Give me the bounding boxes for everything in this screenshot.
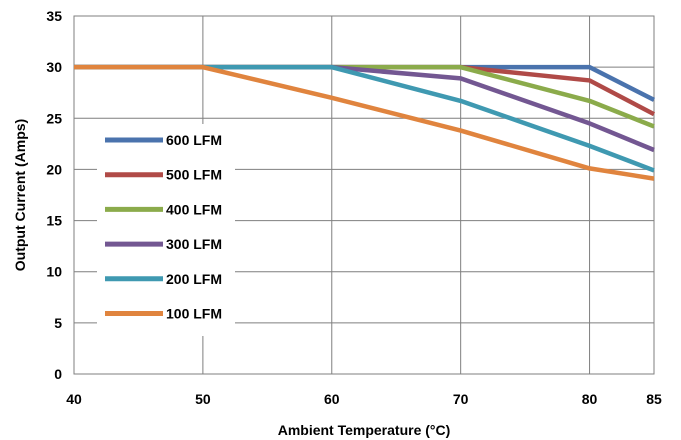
y-tick-label: 5 (54, 315, 62, 331)
y-tick-label: 15 (46, 213, 62, 229)
legend-box (97, 124, 235, 336)
legend-label: 500 LFM (166, 167, 222, 183)
x-tick-labels: 40 50 60 70 80 85 (66, 391, 662, 407)
legend-label: 200 LFM (166, 271, 222, 287)
x-tick-label: 70 (453, 391, 469, 407)
legend-label: 100 LFM (166, 306, 222, 322)
legend-label: 300 LFM (166, 236, 222, 252)
plot-area (73, 15, 655, 375)
y-tick-label: 10 (46, 264, 62, 280)
legend-label: 600 LFM (166, 132, 222, 148)
x-tick-label: 50 (195, 391, 211, 407)
y-tick-label: 25 (46, 110, 62, 126)
y-axis-title: Output Current (Amps) (12, 119, 28, 271)
series-line-100-lfm (74, 64, 655, 181)
y-tick-label: 20 (46, 161, 62, 177)
x-tick-label: 40 (66, 391, 82, 407)
legend: 600 LFM 500 LFM 400 LFM 300 LFM 200 LFM 100 L… (97, 124, 235, 336)
x-axis-title: Ambient Temperature (°C) (278, 422, 451, 438)
series-lines (74, 64, 656, 181)
x-tick-label: 80 (582, 391, 598, 407)
legend-label: 400 LFM (166, 201, 222, 217)
y-tick-label: 0 (54, 366, 62, 382)
y-tick-label: 30 (46, 59, 62, 75)
x-tick-label: 85 (646, 391, 662, 407)
y-tick-labels: 0 5 10 15 20 25 30 35 (46, 8, 62, 382)
x-tick-label: 60 (324, 391, 340, 407)
y-tick-label: 35 (46, 8, 62, 24)
